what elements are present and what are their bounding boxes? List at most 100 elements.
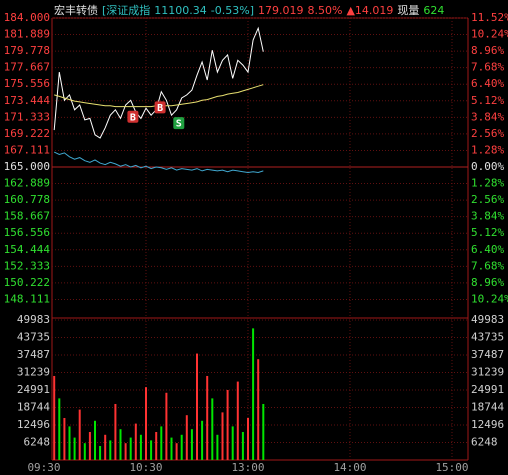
volume-bar xyxy=(190,429,193,460)
y-tick-label: 152.333 xyxy=(4,259,50,272)
volume-bar xyxy=(94,420,96,460)
header: 宏丰转债 [深证成指 11100.34 -0.53%] 179.019 8.50% ▲14.… xyxy=(54,2,448,18)
header-item: [深证成指 xyxy=(102,4,151,17)
header-item: 179.019 xyxy=(258,4,304,17)
volume-bar xyxy=(257,359,260,460)
y-tick-label: 177.667 xyxy=(4,61,50,74)
volume-bar xyxy=(160,426,163,460)
volume-bar xyxy=(139,434,142,460)
volume-bar xyxy=(145,387,147,460)
y2-tick-label: 8.96% xyxy=(471,276,504,289)
y2-tick-label: 3.84% xyxy=(471,210,504,223)
header-item: 宏丰转债 xyxy=(54,4,98,17)
volume-bar xyxy=(129,437,132,460)
header-item: 现量 xyxy=(397,4,420,17)
y-tick-label: 158.667 xyxy=(4,210,50,223)
y2-tick-label: 7.68% xyxy=(471,61,504,74)
volume-bar xyxy=(88,431,91,460)
y2-tick-label: 11.52% xyxy=(471,11,508,24)
y-tick-label: 169.222 xyxy=(4,127,50,140)
volume-bar xyxy=(221,412,224,460)
y-tick-label: 173.444 xyxy=(4,94,51,107)
y2-tick-label: 8.96% xyxy=(471,44,504,57)
trade-marker-label: S xyxy=(176,119,182,130)
y-tick-label: 49983 xyxy=(17,313,50,326)
y2-tick-label: 49983 xyxy=(471,313,504,326)
volume-bar xyxy=(226,389,229,460)
y2-tick-label: 10.24% xyxy=(471,292,508,305)
volume-bar xyxy=(231,426,234,460)
price-line xyxy=(53,26,264,139)
price-line xyxy=(53,151,264,174)
y2-tick-label: 7.68% xyxy=(471,259,504,272)
volume-bar xyxy=(68,426,71,460)
x-tick-label: 09:30 xyxy=(27,461,60,474)
y-tick-label: 18744 xyxy=(17,400,50,413)
volume-bar xyxy=(175,443,178,460)
y-tick-label: 162.889 xyxy=(4,177,50,190)
volume-bar xyxy=(109,440,112,460)
y2-tick-label: 5.12% xyxy=(471,94,504,107)
volume-bar xyxy=(150,440,153,460)
volume-bar xyxy=(252,328,255,460)
x-tick-label: 15:00 xyxy=(435,461,468,474)
volume-bar xyxy=(165,392,168,460)
y-tick-label: 6248 xyxy=(24,435,51,448)
volume-bar xyxy=(262,403,265,460)
x-tick-label: 14:00 xyxy=(333,461,366,474)
volume-bar xyxy=(63,417,66,460)
y-tick-label: 148.111 xyxy=(4,292,50,305)
volume-bar xyxy=(58,398,61,460)
y-tick-label: 181.889 xyxy=(4,28,50,41)
volume-bar xyxy=(119,429,122,460)
y-tick-label: 184.000 xyxy=(4,11,50,24)
y2-tick-label: 0.00% xyxy=(471,160,504,173)
volume-bar xyxy=(247,417,249,460)
trade-marker xyxy=(154,101,166,114)
header-item: ▲14.019 xyxy=(346,4,394,17)
volume-bar xyxy=(201,420,204,460)
volume-bar xyxy=(196,353,198,460)
y2-tick-label: 12496 xyxy=(471,418,504,431)
y2-tick-label: 1.28% xyxy=(471,177,504,190)
trade-marker-label: B xyxy=(130,112,136,123)
y2-tick-label: 10.24% xyxy=(471,28,508,41)
y2-tick-label: 31239 xyxy=(471,366,504,379)
y-tick-label: 160.778 xyxy=(4,193,50,206)
y-tick-label: 150.222 xyxy=(4,276,50,289)
y-tick-label: 24991 xyxy=(17,383,50,396)
y2-tick-label: 6248 xyxy=(471,435,498,448)
volume-bar xyxy=(206,375,209,460)
volume-bar xyxy=(185,415,188,460)
y2-tick-label: 43735 xyxy=(471,331,504,344)
volume-bar xyxy=(83,443,86,460)
y2-tick-label: 3.84% xyxy=(471,110,504,123)
volume-bar xyxy=(134,423,137,460)
volume-bar xyxy=(124,443,127,460)
volume-bar xyxy=(216,434,219,460)
x-tick-label: 13:00 xyxy=(231,461,264,474)
volume-bar xyxy=(53,375,56,460)
y-tick-label: 156.556 xyxy=(4,226,50,239)
y-tick-label: 167.111 xyxy=(4,143,50,156)
y-tick-label: 175.556 xyxy=(4,77,50,90)
y-tick-label: 31239 xyxy=(17,366,50,379)
y2-tick-label: 37487 xyxy=(471,348,504,361)
y-tick-label: 12496 xyxy=(17,418,50,431)
y-tick-label: 171.333 xyxy=(4,110,50,123)
header-item: -0.53%] xyxy=(210,4,255,17)
y2-tick-label: 1.28% xyxy=(471,143,504,156)
y-tick-label: 154.444 xyxy=(4,243,51,256)
y2-tick-label: 5.12% xyxy=(471,226,504,239)
y2-tick-label: 6.40% xyxy=(471,243,504,256)
volume-bar xyxy=(99,445,102,460)
y2-tick-label: 24991 xyxy=(471,383,504,396)
volume-bar xyxy=(155,431,158,460)
volume-bar xyxy=(211,398,214,460)
trade-marker xyxy=(127,110,139,123)
volume-bar xyxy=(114,403,117,460)
y-tick-label: 43735 xyxy=(17,331,50,344)
volume-bar xyxy=(241,431,244,460)
